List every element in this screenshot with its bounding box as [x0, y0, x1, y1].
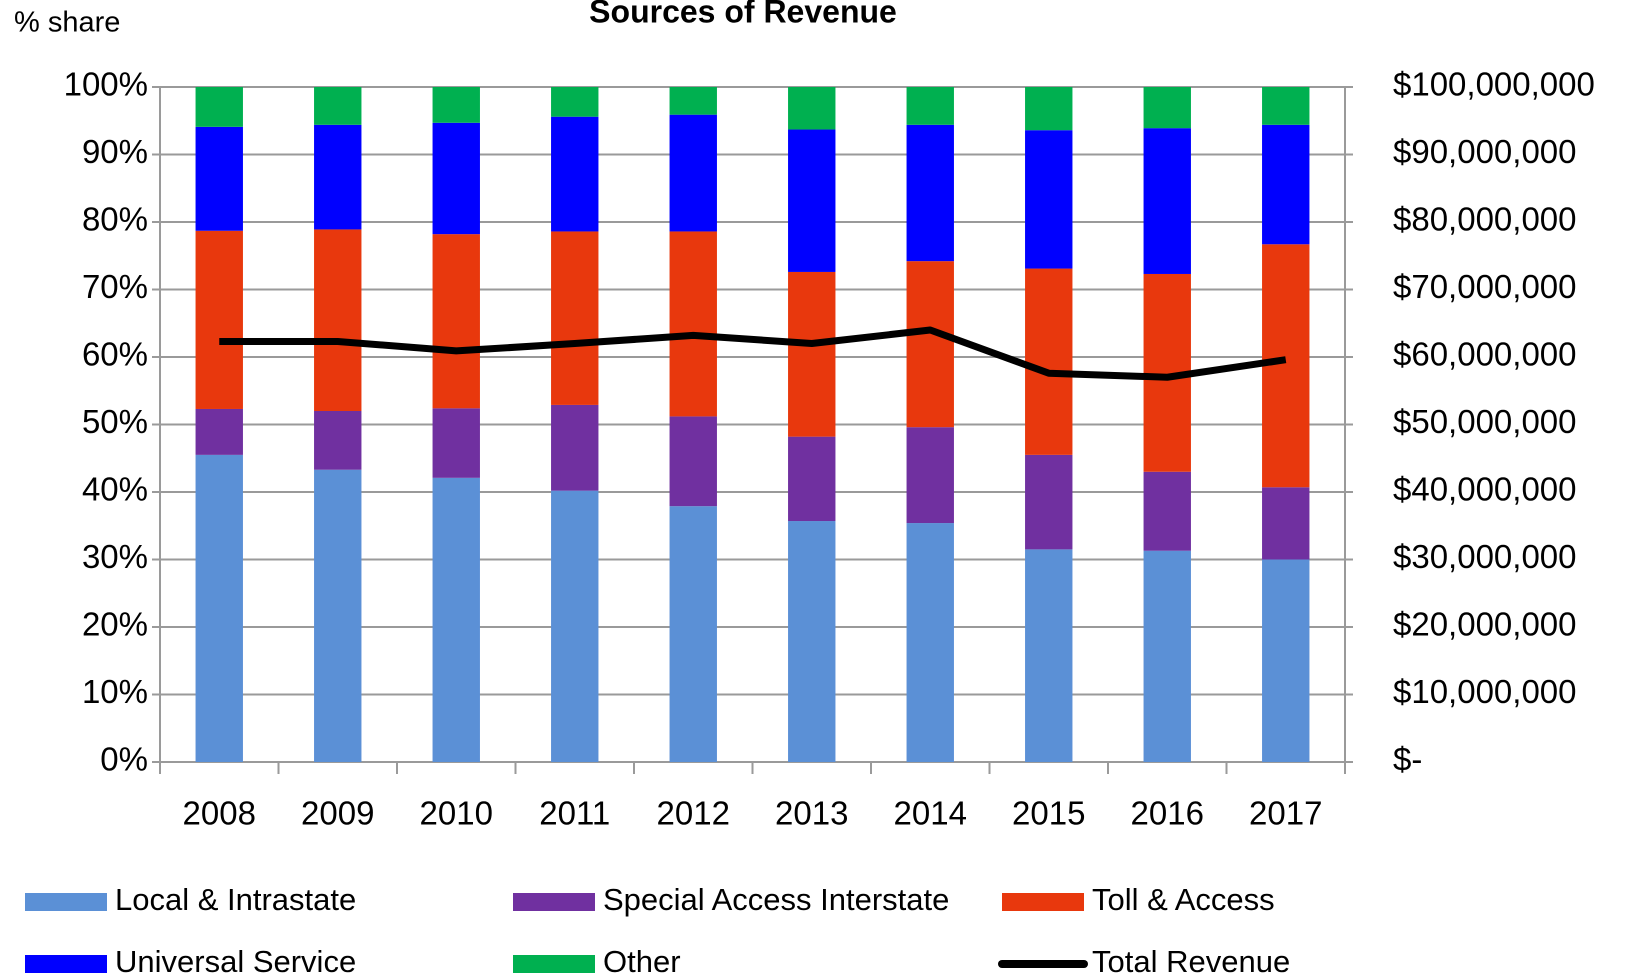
bar-segment	[788, 129, 836, 272]
y2-tick-label: $40,000,000	[1393, 471, 1577, 508]
bar-segment	[1262, 124, 1310, 245]
bar-segment	[551, 490, 599, 762]
bar-segment	[1262, 244, 1310, 488]
legend-swatch	[25, 893, 107, 911]
x-tick-label: 2010	[420, 795, 493, 832]
legend-label: Special Access Interstate	[603, 882, 949, 917]
bar-segment	[1143, 87, 1191, 129]
x-tick-label: 2016	[1131, 795, 1204, 832]
bar-segment	[551, 87, 599, 117]
y2-tick-label: $90,000,000	[1393, 133, 1577, 170]
bar-segment	[788, 271, 836, 437]
y2-tick-label: $60,000,000	[1393, 336, 1577, 373]
bar-segment	[314, 124, 362, 230]
y-tick-label: 100%	[64, 66, 148, 103]
bar-segment	[432, 87, 480, 123]
x-tick-label: 2009	[301, 795, 374, 832]
y-tick-label: 70%	[82, 268, 148, 305]
bar-segment	[314, 411, 362, 470]
y2-tick-label: $30,000,000	[1393, 538, 1577, 575]
bar-segment	[906, 261, 954, 428]
y2-tick-label: $70,000,000	[1393, 268, 1577, 305]
bar-segment	[669, 87, 717, 115]
bar-segment	[432, 122, 480, 235]
legend-swatch	[513, 893, 595, 911]
y2-tick-label: $80,000,000	[1393, 201, 1577, 238]
y-tick-label: 40%	[82, 471, 148, 508]
bar-segment	[1025, 130, 1073, 269]
bar-segment	[669, 506, 717, 762]
bar-segment	[906, 87, 954, 125]
bar-segment	[432, 234, 480, 409]
y-tick-label: 50%	[82, 403, 148, 440]
bar-segment	[906, 523, 954, 762]
bar-segment	[906, 427, 954, 524]
y2-tick-label: $20,000,000	[1393, 606, 1577, 643]
revenue-line	[219, 326, 1287, 381]
legend-label: Universal Service	[115, 944, 356, 975]
bar-segment	[788, 436, 836, 522]
y2-tick-label: $100,000,000	[1393, 66, 1595, 103]
bar-segment	[1143, 550, 1191, 762]
bar-segment	[669, 114, 717, 232]
bar-segment	[1262, 87, 1310, 125]
bar-segment	[1262, 487, 1310, 560]
bar-segment	[1025, 454, 1073, 550]
bar-segment	[788, 521, 836, 762]
bar-segment	[432, 408, 480, 478]
bar-segment	[551, 116, 599, 232]
chart-title: Sources of Revenue	[589, 0, 897, 29]
bar-segment	[1143, 471, 1191, 551]
y-tick-label: 30%	[82, 538, 148, 575]
x-tick-label: 2012	[657, 795, 730, 832]
legend-swatch	[25, 955, 107, 973]
y-tick-label: 60%	[82, 336, 148, 373]
x-tick-label: 2017	[1249, 795, 1322, 832]
y2-tick-label: $10,000,000	[1393, 673, 1577, 710]
bar-segment	[551, 404, 599, 491]
bar-segment	[314, 87, 362, 125]
bar-segment	[669, 231, 717, 417]
bar-segment	[314, 469, 362, 762]
bar-segment	[1262, 559, 1310, 762]
legend-label: Other	[603, 944, 681, 975]
y-tick-label: 10%	[82, 673, 148, 710]
legend-label: Local & Intrastate	[115, 882, 356, 917]
bar-segment	[195, 408, 243, 455]
bar-segment	[1025, 87, 1073, 131]
x-tick-label: 2014	[894, 795, 967, 832]
bar-segment	[551, 231, 599, 405]
y-tick-label: 90%	[82, 133, 148, 170]
legend-label: Total Revenue	[1092, 944, 1290, 975]
bar-segment	[669, 416, 717, 507]
x-tick-label: 2008	[183, 795, 256, 832]
bar-segment	[906, 124, 954, 262]
y2-tick-label: $-	[1393, 741, 1422, 778]
bar-segment	[195, 126, 243, 231]
bar-segment	[195, 230, 243, 409]
y-tick-label: 80%	[82, 201, 148, 238]
bar-segment	[1143, 128, 1191, 274]
bar-segment	[1025, 268, 1073, 455]
y-tick-label: 0%	[100, 741, 148, 778]
y-axis-label: % share	[14, 7, 120, 39]
bar-segment	[195, 87, 243, 127]
bar-segment	[195, 454, 243, 762]
bar-segment	[788, 87, 836, 130]
x-tick-label: 2015	[1012, 795, 1085, 832]
legend-swatch	[1002, 893, 1084, 911]
bar-segment	[432, 477, 480, 762]
bar-segment	[314, 229, 362, 411]
legend-label: Toll & Access	[1092, 882, 1275, 917]
y2-tick-label: $50,000,000	[1393, 403, 1577, 440]
legend-swatch	[513, 955, 595, 973]
bar-segment	[1025, 549, 1073, 762]
y-tick-label: 20%	[82, 606, 148, 643]
x-tick-label: 2011	[539, 795, 610, 832]
x-tick-label: 2013	[775, 795, 848, 832]
